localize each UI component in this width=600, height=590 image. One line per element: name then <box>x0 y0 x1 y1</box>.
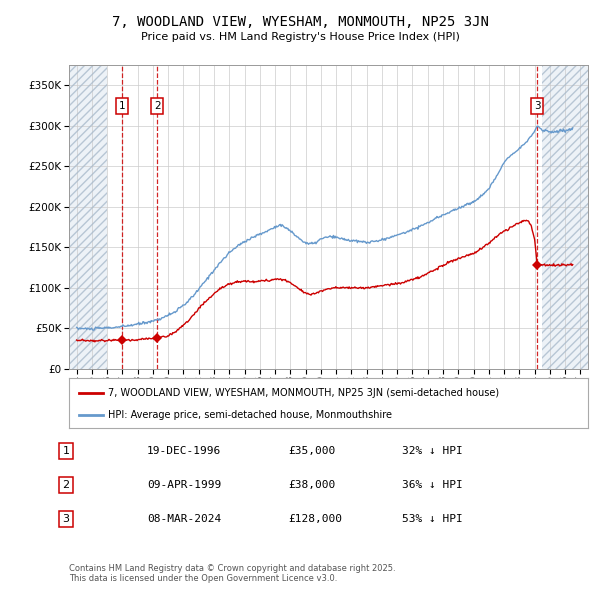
Text: Contains HM Land Registry data © Crown copyright and database right 2025.
This d: Contains HM Land Registry data © Crown c… <box>69 563 395 583</box>
Text: £128,000: £128,000 <box>288 514 342 524</box>
Text: 7, WOODLAND VIEW, WYESHAM, MONMOUTH, NP25 3JN (semi-detached house): 7, WOODLAND VIEW, WYESHAM, MONMOUTH, NP2… <box>108 388 499 398</box>
Text: 19-DEC-1996: 19-DEC-1996 <box>147 446 221 455</box>
Text: HPI: Average price, semi-detached house, Monmouthshire: HPI: Average price, semi-detached house,… <box>108 410 392 420</box>
Bar <box>542 65 588 369</box>
Bar <box>542 65 588 369</box>
Text: 53% ↓ HPI: 53% ↓ HPI <box>402 514 463 524</box>
Text: 7, WOODLAND VIEW, WYESHAM, MONMOUTH, NP25 3JN: 7, WOODLAND VIEW, WYESHAM, MONMOUTH, NP2… <box>112 15 488 30</box>
Text: 3: 3 <box>62 514 70 524</box>
Text: 09-APR-1999: 09-APR-1999 <box>147 480 221 490</box>
Text: £38,000: £38,000 <box>288 480 335 490</box>
Text: 3: 3 <box>534 101 541 111</box>
Text: 1: 1 <box>119 101 125 111</box>
Text: 1: 1 <box>62 446 70 455</box>
Text: 36% ↓ HPI: 36% ↓ HPI <box>402 480 463 490</box>
Text: Price paid vs. HM Land Registry's House Price Index (HPI): Price paid vs. HM Land Registry's House … <box>140 32 460 41</box>
Text: £35,000: £35,000 <box>288 446 335 455</box>
Text: 08-MAR-2024: 08-MAR-2024 <box>147 514 221 524</box>
Bar <box>69 65 107 369</box>
Bar <box>69 65 107 369</box>
Text: 2: 2 <box>154 101 160 111</box>
Text: 2: 2 <box>62 480 70 490</box>
Text: 32% ↓ HPI: 32% ↓ HPI <box>402 446 463 455</box>
